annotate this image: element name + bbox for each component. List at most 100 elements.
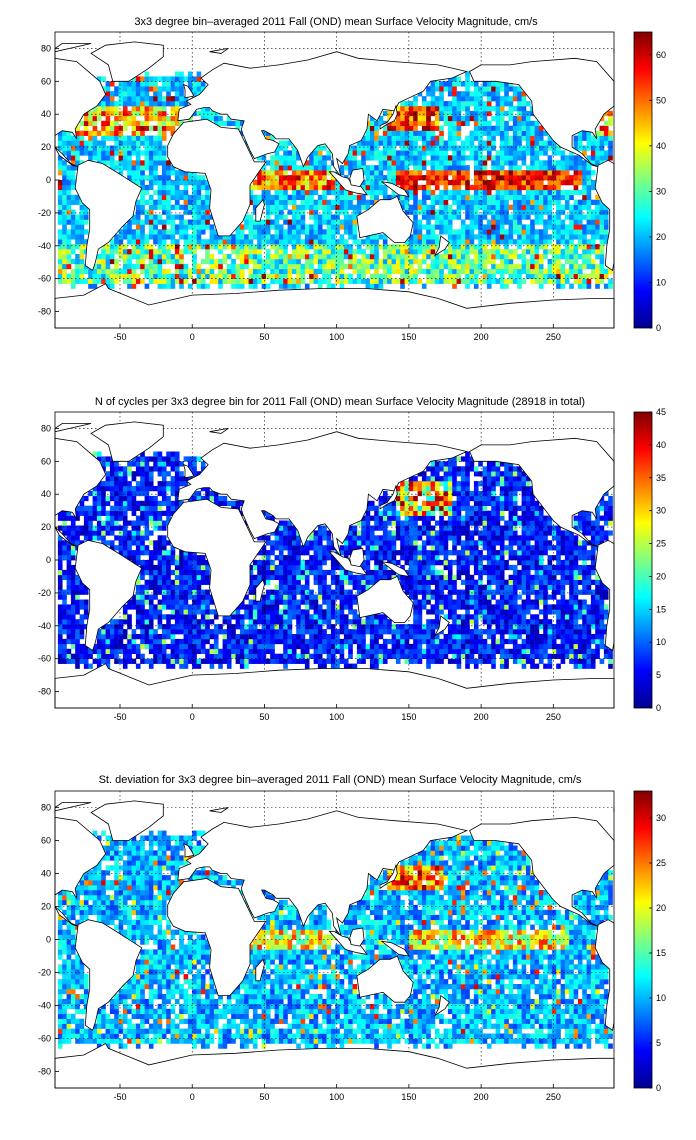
bin-cell [495, 614, 501, 620]
bin-cell [88, 278, 93, 284]
bin-cell [135, 145, 141, 151]
bin-cell [417, 258, 423, 265]
bin-cell [153, 110, 158, 117]
bin-cell [335, 170, 340, 176]
bin-cell [439, 189, 444, 196]
bin-cell [261, 234, 267, 240]
bin-cell [400, 130, 405, 136]
bin-cell [482, 254, 488, 260]
bin-cell [417, 229, 423, 235]
bin-cell [166, 170, 171, 176]
bin-cell [577, 658, 583, 664]
bin-cell [114, 145, 119, 151]
bin-cell [486, 239, 492, 245]
bin-cell [109, 81, 115, 87]
bin-cell [313, 249, 319, 255]
bin-cell [426, 194, 431, 201]
bin-cell [582, 614, 587, 620]
bin-cell [179, 204, 184, 210]
bin-cell [109, 653, 115, 659]
bin-cell [105, 634, 111, 640]
bin-cell [157, 619, 163, 625]
bin-cell [317, 638, 323, 645]
bin-cell [226, 619, 232, 625]
bin-cell [161, 155, 167, 161]
bin-cell [226, 263, 232, 270]
bin-cell [239, 604, 245, 610]
bin-cell [174, 214, 180, 220]
bin-cell [543, 239, 548, 245]
bin-cell [244, 638, 249, 645]
bin-cell [525, 135, 531, 141]
bin-cell [417, 224, 423, 230]
bin-cell [595, 135, 600, 141]
bin-cell [525, 170, 531, 176]
bin-cell [599, 135, 605, 141]
bin-cell [452, 249, 457, 255]
bin-cell [213, 234, 219, 240]
bin-cell [395, 278, 401, 284]
bin-cell [434, 614, 440, 620]
bin-cell [517, 170, 522, 176]
bin-cell [495, 110, 501, 117]
bin-cell [235, 609, 241, 615]
bin-cell [148, 663, 154, 669]
bin-cell [140, 209, 145, 215]
bin-cell [196, 638, 202, 645]
bin-cell [538, 599, 544, 605]
bin-cell [114, 110, 119, 117]
bin-cell [183, 653, 189, 659]
bin-cell [131, 175, 137, 181]
bin-cell [569, 283, 574, 289]
bin-cell [248, 634, 254, 640]
bin-cell [551, 254, 557, 260]
bin-cell [499, 209, 505, 215]
bin-cell [122, 145, 128, 151]
bin-cell [70, 278, 76, 284]
bin-cell [296, 189, 301, 196]
bin-cell [296, 249, 301, 255]
bin-cell [439, 130, 444, 136]
bin-cell [291, 199, 297, 205]
bin-cell [170, 224, 176, 230]
bin-cell [200, 86, 206, 92]
bin-cell [248, 268, 254, 275]
bin-cell [105, 624, 111, 630]
bin-cell [426, 254, 431, 260]
bin-cell [452, 619, 457, 625]
bin-cell [144, 160, 150, 166]
bin-cell [261, 653, 267, 659]
bin-cell [153, 170, 158, 176]
bin-cell [265, 204, 271, 210]
bin-cell [200, 81, 206, 87]
bin-cell [118, 249, 124, 255]
bin-cell [547, 170, 553, 176]
bin-cell [395, 254, 401, 260]
bin-cell [261, 263, 267, 270]
bin-cell [70, 234, 76, 240]
bin-cell [270, 648, 275, 655]
bin-cell [174, 239, 180, 245]
bin-cell [560, 283, 566, 289]
bin-cell [313, 624, 319, 630]
bin-cell [460, 194, 466, 201]
bin-cell [335, 619, 340, 625]
bin-cell [244, 258, 249, 265]
bin-cell [157, 658, 163, 664]
bin-cell [543, 244, 548, 250]
bin-cell [261, 244, 267, 250]
bin-cell [187, 594, 193, 600]
bin-cell [465, 189, 470, 196]
bin-cell [187, 609, 193, 615]
bin-cell [395, 629, 401, 635]
bin-cell [235, 263, 241, 270]
bin-cell [361, 165, 366, 171]
bin-cell [426, 619, 431, 625]
bin-cell [521, 91, 527, 97]
bin-cell [274, 214, 280, 220]
bin-cell [387, 110, 392, 117]
bin-cell [75, 609, 80, 615]
bin-cell [556, 204, 561, 210]
bin-cell [478, 224, 483, 230]
bin-cell [426, 204, 431, 210]
